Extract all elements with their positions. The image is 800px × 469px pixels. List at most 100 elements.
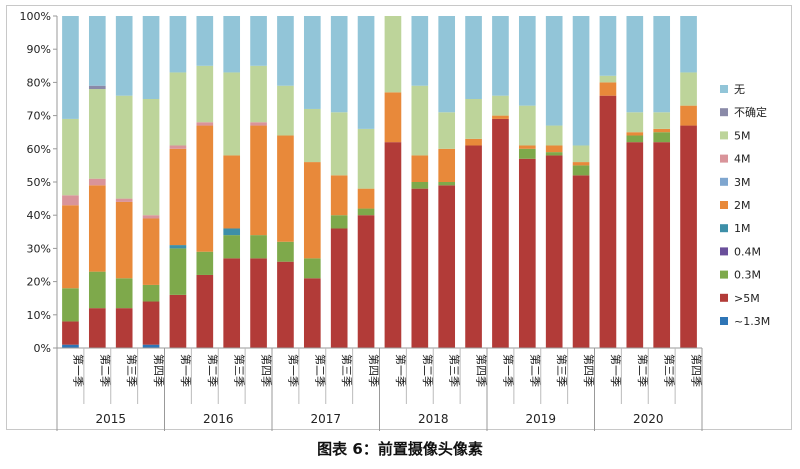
legend-swatch xyxy=(720,85,728,93)
bar-segment xyxy=(142,99,160,216)
bar-segment xyxy=(142,301,160,345)
bar-segment xyxy=(62,16,79,119)
x-category-label: 第二季 xyxy=(528,354,542,387)
bar-segment xyxy=(250,65,267,123)
y-tick-label: 80% xyxy=(27,76,51,89)
legend-label: 1M xyxy=(734,222,751,235)
bar-segment xyxy=(384,16,402,93)
bar-segment xyxy=(626,142,644,348)
x-category-label: 第一季 xyxy=(609,354,623,387)
x-category-label: 第二季 xyxy=(206,354,220,387)
bar-segment xyxy=(115,201,133,279)
y-tick-label: 90% xyxy=(27,43,51,56)
legend-label: 0.4M xyxy=(734,245,761,258)
bar-segment xyxy=(653,132,671,143)
bar-segment xyxy=(492,16,509,96)
bar-segment xyxy=(169,72,187,146)
legend-label: 3M xyxy=(734,176,751,189)
bar-segment xyxy=(223,258,241,348)
bar-segment xyxy=(196,125,214,252)
legend-swatch xyxy=(720,293,728,302)
bar-segment xyxy=(330,215,348,229)
bar-segment xyxy=(196,16,214,66)
bar-segment xyxy=(572,175,590,348)
legend-swatch xyxy=(720,201,728,209)
bar-segment xyxy=(62,118,79,196)
x-category-label: 第四季 xyxy=(367,354,381,387)
x-category-label: 第二季 xyxy=(313,354,327,387)
bar-segment xyxy=(142,215,160,219)
bar-segment xyxy=(599,82,617,96)
bar-segment xyxy=(330,228,348,348)
bar-segment xyxy=(250,258,267,348)
bar-segment xyxy=(115,308,133,348)
figure-caption: 图表 6：前置摄像头像素 xyxy=(317,440,483,458)
bar-segment xyxy=(88,271,106,309)
bar-segment xyxy=(545,152,563,156)
bar-segment xyxy=(492,115,509,119)
bar-segment xyxy=(438,148,456,182)
bar-segment xyxy=(518,105,536,146)
x-category-label: 第三季 xyxy=(555,354,569,387)
x-category-label: 第三季 xyxy=(340,354,354,387)
legend-swatch xyxy=(720,270,728,279)
legend-swatch xyxy=(720,224,728,233)
x-category-label: 第四季 xyxy=(475,354,489,387)
y-tick-label: 70% xyxy=(27,110,51,123)
bar-segment xyxy=(303,258,321,279)
legend-swatch xyxy=(720,247,728,256)
bar-segment xyxy=(330,112,348,176)
x-group-label: 2019 xyxy=(525,412,556,426)
bar-segment xyxy=(303,16,321,109)
y-tick-label: 50% xyxy=(27,176,51,189)
bar-segment xyxy=(223,235,241,259)
bar-segment xyxy=(545,155,563,348)
legend-label: ~1.3M xyxy=(734,315,770,328)
bar-segment xyxy=(572,145,590,163)
bar-segment xyxy=(169,294,187,348)
x-category-label: 第三季 xyxy=(233,354,247,387)
legend-label: 4M xyxy=(734,153,751,166)
bar-segment xyxy=(169,16,187,73)
bar-segment xyxy=(88,16,106,86)
bar-segment xyxy=(142,218,160,285)
bar-segment xyxy=(142,284,160,302)
bar-segment xyxy=(357,215,375,348)
bar-segment xyxy=(518,158,536,348)
bar-segment xyxy=(518,148,536,159)
x-category-label: 第四季 xyxy=(690,354,704,387)
bar-segment xyxy=(411,85,429,156)
bar-segment xyxy=(277,241,294,262)
bar-segment xyxy=(142,16,160,99)
bar-segment xyxy=(384,142,402,348)
legend-label: 2M xyxy=(734,199,751,212)
bar-segment xyxy=(545,16,563,126)
bar-segment xyxy=(357,128,375,189)
bar-segment xyxy=(626,135,644,143)
bar-segment xyxy=(545,145,563,153)
bar-segment xyxy=(250,235,267,259)
x-group-label: 2017 xyxy=(310,412,341,426)
bar-segment xyxy=(88,308,106,348)
bar-segment xyxy=(250,16,267,66)
bar-segment xyxy=(653,128,671,133)
bar-segment xyxy=(438,185,456,348)
bar-segment xyxy=(250,125,267,236)
y-tick-label: 30% xyxy=(27,242,51,255)
bar-segment xyxy=(223,155,241,229)
bar-segment xyxy=(680,16,697,73)
bar-segment xyxy=(115,278,133,309)
legend-label: >5M xyxy=(734,292,760,305)
bar-segment xyxy=(330,16,348,113)
bar-segment xyxy=(303,108,321,163)
bar-segment xyxy=(599,95,617,349)
x-category-label: 第二季 xyxy=(636,354,650,387)
bar-segment xyxy=(680,125,697,348)
bar-segment xyxy=(196,122,214,126)
legend-label: 0.3M xyxy=(734,269,761,282)
bar-segment xyxy=(88,89,106,179)
bar-segment xyxy=(411,16,429,86)
bar-segment xyxy=(626,16,644,113)
bar-segment xyxy=(196,274,214,348)
bar-segment xyxy=(62,195,79,206)
